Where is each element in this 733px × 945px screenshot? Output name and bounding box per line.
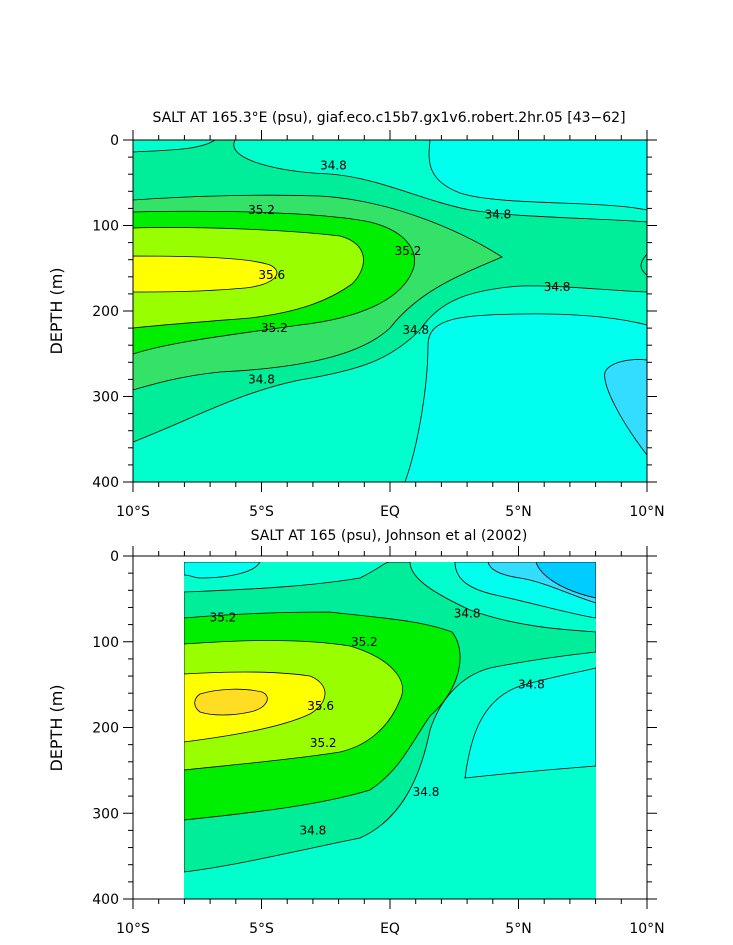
contour-label: 35.2 (248, 203, 275, 217)
contour-band-34.6c (184, 562, 261, 579)
y-tick-label: 300 (92, 806, 119, 822)
contour-label: 35.2 (310, 736, 337, 750)
contour-label: 34.8 (454, 606, 481, 620)
x-tick-label: 10°S (116, 921, 150, 937)
y-axis: DEPTH (m) (47, 684, 66, 771)
contour-band-34.4 (604, 359, 647, 456)
y-tick-label: 100 (92, 635, 119, 651)
y-tick-label: 300 (92, 390, 119, 406)
contour-label: 35.2 (210, 611, 237, 625)
y-tick-label: 200 (92, 721, 119, 737)
contour-label: 34.8 (300, 823, 327, 837)
y-tick-label: 200 (92, 304, 119, 320)
contour-fill (184, 562, 596, 899)
contour-label: 35.2 (395, 244, 422, 258)
x-tick-label: 10°N (629, 504, 664, 520)
y-tick-label: 400 (92, 475, 119, 491)
y-tick-label: 0 (110, 133, 119, 149)
contour-labels: 35.2 35.2 34.8 34.8 35.6 35.2 34.8 34.8 (210, 606, 545, 837)
x-tick-label: 10°S (116, 504, 150, 520)
x-tick-label: 5°N (505, 921, 531, 937)
x-tick-label: EQ (380, 921, 400, 937)
contour-label: 34.8 (320, 159, 347, 173)
contour-band-35.8 (133, 255, 278, 293)
y-axis-label: DEPTH (m) (47, 267, 66, 354)
x-tick-label: 5°N (505, 504, 531, 520)
contour-label: 35.6 (307, 699, 334, 713)
contour-band-34.6b (404, 313, 647, 482)
x-axis: 10°S 5°S EQ 5°N 10°N (116, 546, 665, 937)
contour-band-34.6b (464, 667, 596, 779)
contour-fill (133, 140, 647, 482)
chart-title: SALT AT 165 (psu), Johnson et al (2002) (251, 528, 528, 544)
contour-labels: 34.8 35.2 34.8 35.2 35.6 34.8 35.2 34.8 34.8 (248, 159, 571, 387)
contour-label: 35.2 (261, 321, 288, 335)
y-axis: DEPTH (m) (47, 267, 66, 354)
contour-band-34.2 (535, 562, 596, 599)
panel-model-salinity: SALT AT 165.3°E (psu), giaf.eco.c15b7.gx… (47, 110, 665, 520)
y-axis-ticks: 0 100 200 300 400 (92, 549, 657, 908)
contour-label: 35.2 (351, 635, 378, 649)
contour-line-edge (640, 253, 647, 276)
x-tick-label: EQ (380, 504, 400, 520)
contour-label: 34.8 (485, 207, 512, 221)
contour-band-34.6 (428, 140, 647, 211)
contour-label: 35.6 (258, 268, 285, 282)
x-tick-label: 10°N (629, 921, 664, 937)
x-tick-label: 5°S (249, 921, 274, 937)
contour-label: 34.8 (413, 785, 440, 799)
x-axis: 10°S 5°S EQ 5°N 10°N (116, 130, 665, 520)
panel-observed-salinity: SALT AT 165 (psu), Johnson et al (2002) … (47, 528, 665, 937)
y-axis-ticks: 0 100 200 300 400 (92, 133, 657, 491)
contour-label: 34.8 (518, 678, 545, 692)
y-tick-label: 0 (110, 549, 119, 565)
y-tick-label: 100 (92, 219, 119, 235)
x-tick-label: 5°S (249, 504, 274, 520)
contour-label: 34.8 (544, 280, 571, 294)
y-axis-label: DEPTH (m) (47, 684, 66, 771)
contour-label: 34.8 (402, 323, 429, 337)
chart-title: SALT AT 165.3°E (psu), giaf.eco.c15b7.gx… (152, 110, 625, 126)
contour-band-35.8 (194, 688, 268, 716)
y-tick-label: 400 (92, 892, 119, 908)
contour-label: 34.8 (248, 372, 275, 386)
